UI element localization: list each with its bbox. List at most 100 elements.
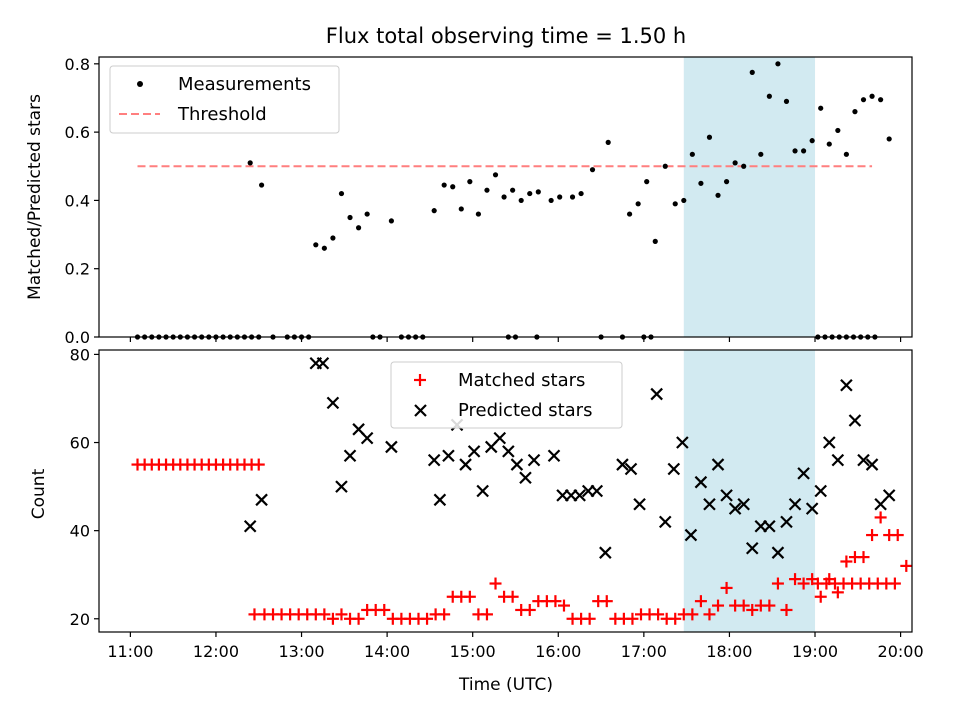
measurement-points — [134, 61, 892, 340]
measurement-point — [715, 192, 721, 198]
bottom-x-tick-label: 11:00 — [107, 642, 153, 661]
measurement-point — [860, 97, 867, 103]
predicted-star-point — [848, 414, 862, 427]
predicted-star-point — [737, 497, 750, 511]
measurement-point — [635, 201, 641, 207]
matched-star-point — [763, 599, 776, 612]
measurement-point — [741, 163, 747, 169]
top-y-tick-label: 0.0 — [65, 328, 90, 347]
matched-star-point — [318, 608, 331, 621]
top-y-axis-label: Matched/Predicted stars — [25, 94, 45, 300]
matched-star-point — [463, 590, 476, 603]
predicted-star-point — [882, 489, 896, 502]
measurement-point — [723, 179, 730, 185]
legend-measurements-label: Measurements — [178, 74, 311, 95]
matched-star-point — [489, 577, 502, 590]
matched-star-point — [789, 573, 802, 586]
bottom-x-tick-label: 15:00 — [450, 642, 496, 661]
bottom-x-tick-label: 18:00 — [706, 642, 752, 661]
top-y-ticks: 0.0 0.2 0.4 0.6 0.8 — [65, 55, 99, 347]
predicted-star-point — [255, 493, 268, 507]
matched-star-point — [378, 603, 391, 616]
predicted-star-point — [822, 436, 836, 449]
measurement-point — [475, 211, 481, 217]
matched-star-point — [712, 599, 725, 612]
measurement-point — [835, 127, 841, 134]
bottom-y-axis-label: Count — [29, 468, 49, 519]
bottom-x-tick-label: 17:00 — [621, 642, 667, 661]
top-y-tick-label: 0.2 — [65, 260, 90, 279]
predicted-star-point — [694, 475, 708, 489]
top-shaded-interval — [683, 57, 816, 337]
measurement-point — [878, 97, 884, 103]
top-legend: Measurements Threshold — [109, 65, 340, 134]
matched-star-point — [891, 529, 904, 542]
measurement-point — [662, 163, 668, 169]
measurement-point — [652, 238, 658, 244]
predicted-star-point — [857, 453, 870, 467]
measurement-point — [259, 182, 265, 188]
matched-star-point — [746, 603, 759, 616]
predicted-star-point — [840, 378, 853, 392]
top-panel: 0.00.20.40.60.8 Matched/Predicted stars … — [25, 55, 913, 347]
measurement-point — [578, 190, 584, 197]
predicted-star-point — [814, 484, 827, 498]
predicted-star-point — [335, 480, 348, 493]
measurement-point — [706, 134, 713, 140]
matched-star-point — [600, 595, 613, 608]
matched-star-point — [480, 608, 493, 621]
predicted-star-point — [763, 519, 776, 533]
bottom-x-tick-label: 13:00 — [278, 642, 324, 661]
measurement-point — [698, 180, 704, 186]
bottom-y-tick-label: 60 — [70, 434, 90, 453]
bottom-x-tick-label: 12:00 — [193, 642, 239, 661]
measurement-point — [886, 136, 892, 142]
predicted-star-point — [590, 484, 604, 498]
legend-threshold-label: Threshold — [177, 104, 267, 125]
predicted-star-point — [624, 462, 638, 476]
matched-star-point — [557, 599, 570, 612]
predicted-star-point — [650, 387, 663, 401]
predicted-star-point — [711, 458, 725, 471]
measurement-point — [749, 69, 755, 75]
bottom-y-tick-label: 40 — [70, 522, 90, 541]
measurement-point — [458, 206, 464, 212]
predicted-star-point — [326, 396, 340, 410]
measurement-point — [313, 242, 319, 248]
matched-star-point — [686, 608, 699, 621]
top-y-tick-label: 0.4 — [65, 191, 90, 210]
matched-star-point — [737, 599, 750, 612]
matched-star-point — [831, 586, 844, 599]
measurement-point — [869, 93, 875, 99]
measurement-point — [441, 182, 447, 188]
measurement-point — [557, 194, 563, 200]
matched-star-point — [669, 612, 682, 625]
legend-matched-label: Matched stars — [458, 370, 585, 391]
measurement-point — [689, 151, 695, 157]
measurement-point — [484, 187, 490, 193]
matched-star-point — [797, 577, 810, 590]
measurement-point — [492, 172, 499, 178]
predicted-star-point — [442, 449, 455, 463]
measurement-point — [775, 61, 781, 67]
measurement-point — [247, 160, 253, 166]
predicted-star-point — [316, 356, 330, 370]
matched-star-point — [549, 595, 562, 608]
bottom-y-ticks: 20 40 60 80 — [70, 345, 99, 629]
measurement-point — [569, 194, 576, 200]
count-points — [131, 356, 913, 625]
matched-star-point — [840, 555, 853, 568]
matched-star-point — [326, 612, 339, 625]
predicted-star-point — [658, 515, 672, 529]
chart-title: Flux total observing time = 1.50 h — [326, 24, 686, 48]
measurement-point — [758, 151, 764, 157]
top-axes-frame — [98, 56, 913, 338]
top-x-ticks — [129, 337, 902, 342]
predicted-star-point — [467, 445, 481, 458]
predicted-star-point — [728, 502, 742, 515]
predicted-star-point — [780, 515, 793, 529]
matched-star-point — [874, 511, 887, 524]
measurement-point — [852, 109, 858, 115]
measurement-point — [355, 225, 362, 231]
